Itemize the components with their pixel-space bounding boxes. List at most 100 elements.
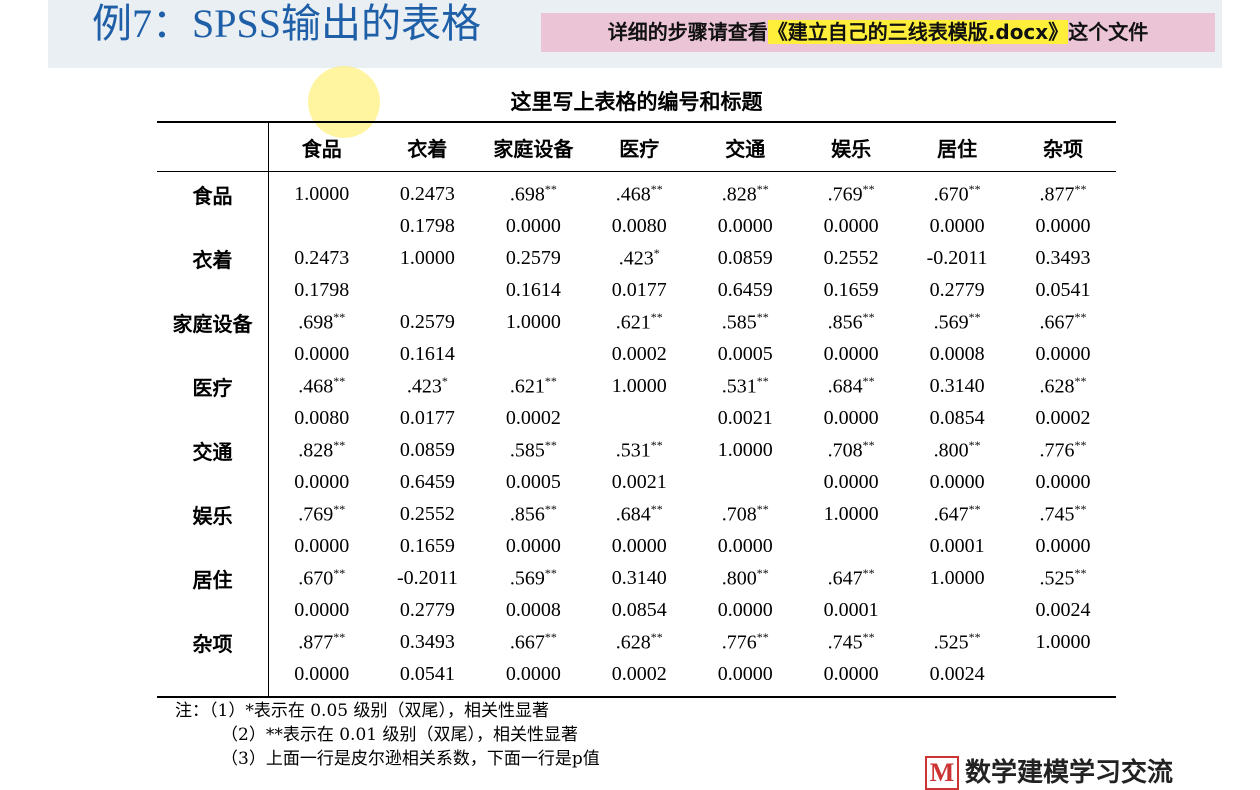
r-cell: .698** xyxy=(298,309,346,334)
correlation-table: 食品 衣着 家庭设备 医疗 交通 娱乐 居住 杂项 食品 1.0000 0.2473.698** .4… xyxy=(157,121,1116,698)
significance: ** xyxy=(333,309,346,324)
spacer-cell xyxy=(157,690,269,697)
significance: ** xyxy=(968,181,981,196)
row-label: 杂项 xyxy=(157,626,269,658)
r-cell: 0.2473 xyxy=(294,246,350,269)
significance: * xyxy=(653,245,660,260)
p-cell: 0.0024 xyxy=(929,662,985,685)
note-line: 注：（1）*表示在 0.05 级别（双尾），相关性显著 xyxy=(175,701,549,721)
significance: ** xyxy=(1074,501,1087,516)
significance: ** xyxy=(862,309,875,324)
significance: ** xyxy=(333,373,346,388)
column-header: 交通 xyxy=(692,122,799,172)
p-cell: 0.0000 xyxy=(1035,342,1091,365)
r-cell: .569** xyxy=(509,565,557,590)
r-row: 家庭设备 .698** 0.2579 1.0000 .621** .585** .856**… xyxy=(157,306,1116,338)
r-cell: .708** xyxy=(827,437,875,462)
p-cell: 0.0002 xyxy=(505,406,561,429)
r-cell: .670** xyxy=(933,181,981,206)
logo: M xyxy=(925,756,959,790)
p-cell: 0.1659 xyxy=(823,278,879,301)
r-cell: 0.3493 xyxy=(399,630,455,653)
p-cell: 0.0002 xyxy=(611,662,667,685)
spacer xyxy=(157,690,1116,697)
p-row: 0.0080 0.0177 0.0002 0.0021 0.0000 0.0854 0.00… xyxy=(157,402,1116,434)
significance: ** xyxy=(1074,181,1087,196)
p-cell xyxy=(798,530,904,562)
r-cell: .828** xyxy=(298,437,346,462)
row-label: 家庭设备 xyxy=(157,306,269,338)
p-row: 0.0000 0.1659 0.0000 0.0000 0.0000 0.0001 0.00… xyxy=(157,530,1116,562)
p-cell: 0.0080 xyxy=(294,406,350,429)
r-cell: .769** xyxy=(298,501,346,526)
column-header: 衣着 xyxy=(374,122,481,172)
p-cell: 0.0008 xyxy=(505,598,561,621)
significance: ** xyxy=(756,629,769,644)
r-cell: .667** xyxy=(1039,309,1087,334)
spacer-cell xyxy=(1010,690,1116,697)
significance: ** xyxy=(756,373,769,388)
r-cell: 1.0000 xyxy=(611,374,667,397)
r-cell: 0.0859 xyxy=(399,438,455,461)
r-cell: .468** xyxy=(615,181,663,206)
r-cell: .769** xyxy=(827,181,875,206)
p-cell: 0.0000 xyxy=(717,598,773,621)
significance: ** xyxy=(862,437,875,452)
r-cell: 1.0000 xyxy=(505,310,561,333)
r-cell: .877** xyxy=(1039,181,1087,206)
p-cell: 0.0000 xyxy=(1035,470,1091,493)
p-cell: 0.2779 xyxy=(399,598,455,621)
p-cell xyxy=(269,210,375,242)
r-cell: 1.0000 xyxy=(823,502,879,525)
note-highlight: 《建立自己的三线表模版.docx》 xyxy=(767,20,1069,44)
r-cell: 0.2579 xyxy=(399,310,455,333)
significance: ** xyxy=(756,565,769,580)
p-cell: 0.0080 xyxy=(611,214,667,237)
significance: ** xyxy=(968,501,981,516)
p-cell: 0.0000 xyxy=(505,214,561,237)
p-cell: 0.0854 xyxy=(929,406,985,429)
row-label-blank xyxy=(157,530,269,562)
r-cell: .423* xyxy=(406,373,448,398)
significance: ** xyxy=(968,309,981,324)
r-cell: .745** xyxy=(827,629,875,654)
r-row: 居住 .670** -0.2011 .569** 0.3140 .800** .647** 1… xyxy=(157,562,1116,594)
p-cell: 0.0000 xyxy=(717,662,773,685)
r-cell: 0.2552 xyxy=(823,246,879,269)
significance: ** xyxy=(968,437,981,452)
p-cell: 0.0000 xyxy=(823,406,879,429)
watermark-text: 数学建模学习交流 xyxy=(965,758,1174,788)
p-cell: 0.0005 xyxy=(717,342,773,365)
r-cell: .468** xyxy=(298,373,346,398)
p-cell: 0.0000 xyxy=(1035,534,1091,557)
p-cell: 0.0008 xyxy=(929,342,985,365)
p-cell: 0.0000 xyxy=(294,534,350,557)
p-cell: 0.0000 xyxy=(611,534,667,557)
row-label: 衣着 xyxy=(157,242,269,274)
r-cell: .531** xyxy=(615,437,663,462)
note-line: （3）上面一行是皮尔逊相关系数，下面一行是p值 xyxy=(221,749,600,769)
r-cell: 0.3140 xyxy=(611,566,667,589)
r-cell: .708** xyxy=(721,501,769,526)
p-cell: 0.0000 xyxy=(294,342,350,365)
significance: ** xyxy=(1074,437,1087,452)
significance: ** xyxy=(862,565,875,580)
significance: ** xyxy=(650,309,663,324)
significance: ** xyxy=(333,629,346,644)
spacer xyxy=(157,171,1116,178)
p-cell xyxy=(692,466,798,498)
r-row: 衣着 0.2473 1.0000 0.2579 .423* 0.0859 0.2552 -0.… xyxy=(157,242,1116,274)
r-cell: 0.0859 xyxy=(717,246,773,269)
row-label-blank xyxy=(157,594,269,626)
p-row: 0.1798 0.0000 0.0080 0.0000 0.0000 0.0000 0.00… xyxy=(157,210,1116,242)
r-cell: .423* xyxy=(618,245,660,270)
row-label: 食品 xyxy=(157,178,269,210)
r-cell: 1.0000 xyxy=(1035,630,1091,653)
significance: ** xyxy=(544,565,557,580)
p-cell: 0.0005 xyxy=(505,470,561,493)
significance: ** xyxy=(333,501,346,516)
p-cell xyxy=(586,402,692,434)
p-cell: 0.2779 xyxy=(929,278,985,301)
title: 例7：SPSS输出的表格 xyxy=(92,1,481,46)
